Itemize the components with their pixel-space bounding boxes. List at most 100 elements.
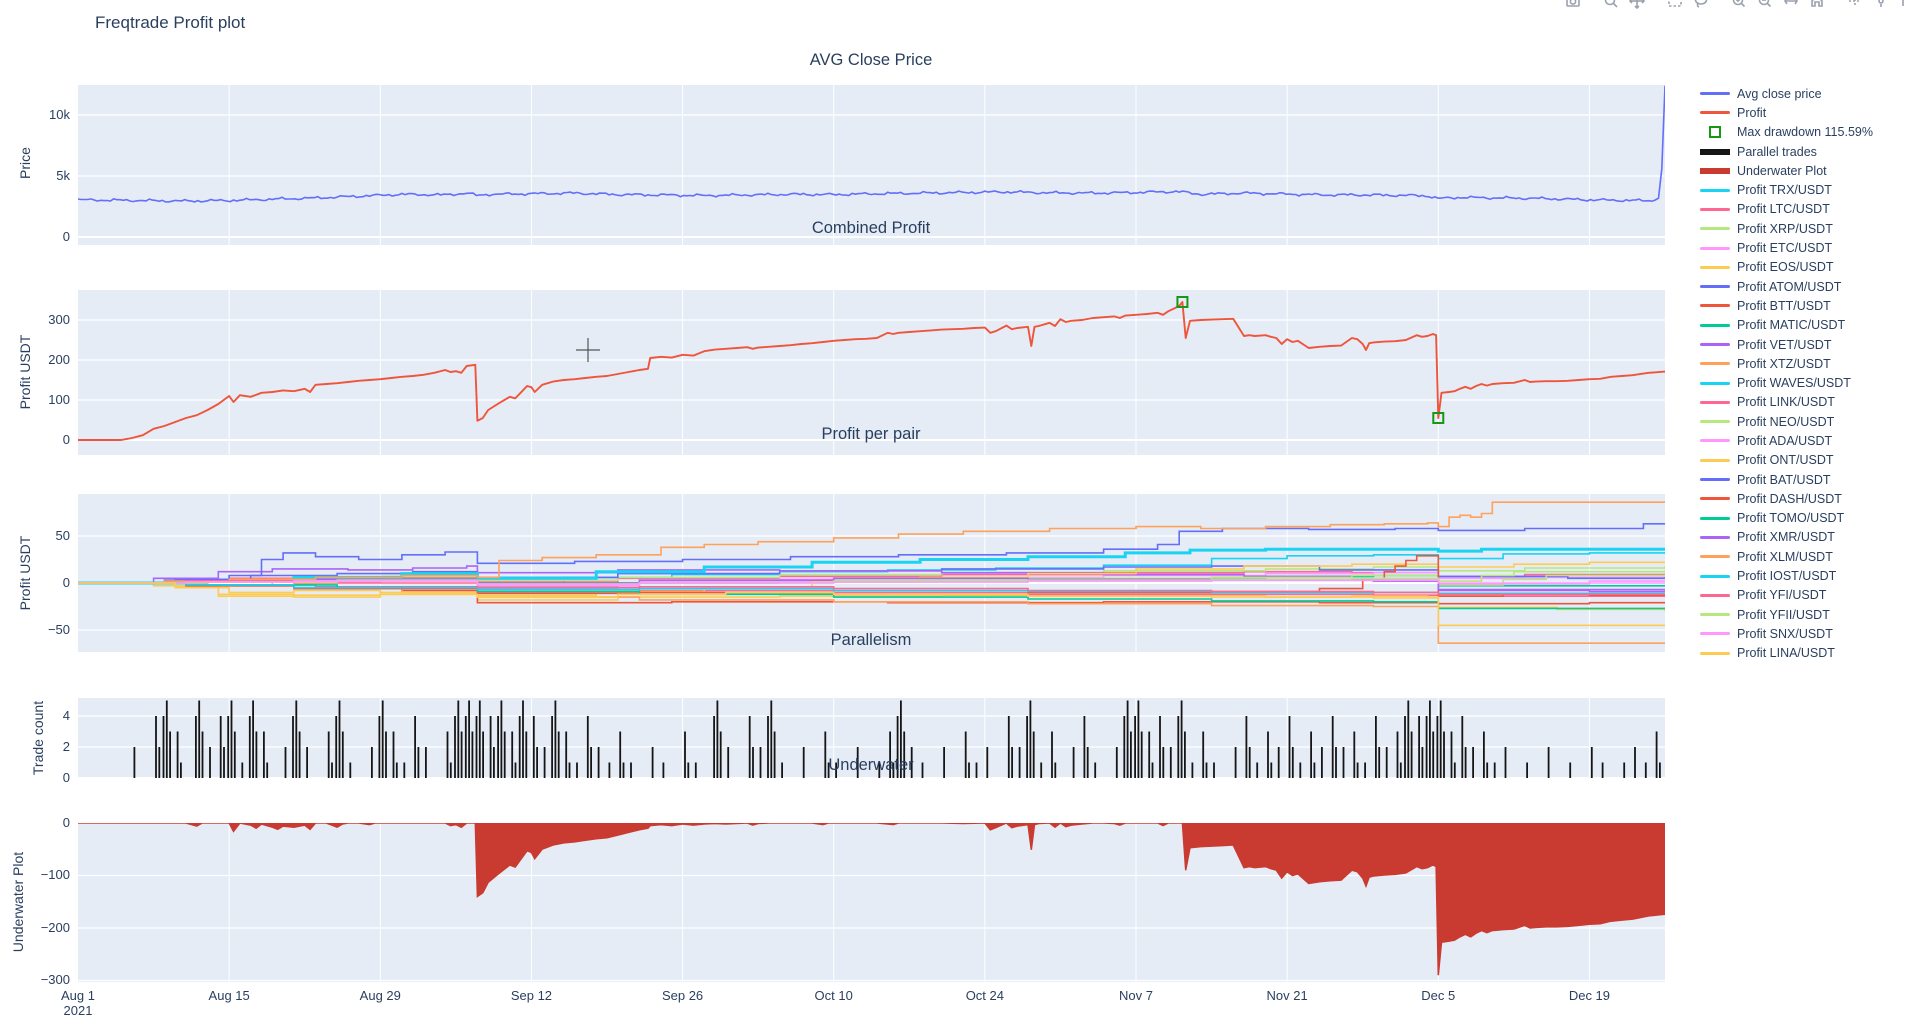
legend-item-profit-vet-usdt[interactable]: Profit VET/USDT <box>1700 335 1873 354</box>
legend-item-profit-link-usdt[interactable]: Profit LINK/USDT <box>1700 393 1873 412</box>
legend-label: Profit WAVES/USDT <box>1737 376 1851 391</box>
legend-item-profit-atom-usdt[interactable]: Profit ATOM/USDT <box>1700 277 1873 296</box>
legend-line-icon <box>1700 400 1730 404</box>
legend-item-profit-xmr-usdt[interactable]: Profit XMR/USDT <box>1700 528 1873 547</box>
legend-item-max-drawdown-115-59-[interactable]: Max drawdown 115.59% <box>1700 123 1873 142</box>
legend-line-icon <box>1700 420 1730 424</box>
legend-swatch <box>1700 458 1730 462</box>
ytick-underwater-−300: −300 <box>40 972 70 988</box>
legend-label: Profit YFI/USDT <box>1737 588 1827 603</box>
legend-item-profit-eos-usdt[interactable]: Profit EOS/USDT <box>1700 258 1873 277</box>
subplot-title-profit-per-pair: Profit per pair <box>821 425 921 443</box>
legend-label: Profit TOMO/USDT <box>1737 511 1845 526</box>
legend-label: Profit XRP/USDT <box>1737 221 1833 236</box>
download-png-icon[interactable] <box>1560 0 1586 11</box>
legend-item-profit-yfii-usdt[interactable]: Profit YFII/USDT <box>1700 605 1873 624</box>
legend-label: Profit BTT/USDT <box>1737 298 1831 313</box>
legend-item-profit-ont-usdt[interactable]: Profit ONT/USDT <box>1700 451 1873 470</box>
legend-item-profit-snx-usdt[interactable]: Profit SNX/USDT <box>1700 624 1873 643</box>
legend-line-icon <box>1700 323 1730 327</box>
legend-line-icon <box>1700 111 1730 115</box>
modebar-group <box>1598 0 1650 11</box>
legend-item-profit-dash-usdt[interactable]: Profit DASH/USDT <box>1700 489 1873 508</box>
legend-item-profit-lina-usdt[interactable]: Profit LINA/USDT <box>1700 644 1873 663</box>
legend-swatch <box>1700 439 1730 443</box>
legend-swatch <box>1700 246 1730 250</box>
legend-label: Profit LTC/USDT <box>1737 202 1830 217</box>
legend-item-profit-xrp-usdt[interactable]: Profit XRP/USDT <box>1700 219 1873 238</box>
legend-label: Profit VET/USDT <box>1737 337 1832 352</box>
page-title: Freqtrade Profit plot <box>95 13 246 32</box>
ytick-combined-profit-200: 200 <box>48 352 70 367</box>
xtick-dec-5: Dec 5 <box>1421 988 1456 1003</box>
legend-item-avg-close-price[interactable]: Avg close price <box>1700 84 1873 103</box>
legend-label: Profit IOST/USDT <box>1737 569 1837 584</box>
hover-compare-icon[interactable] <box>1894 0 1910 11</box>
legend-swatch <box>1700 478 1730 482</box>
legend-item-profit-btt-usdt[interactable]: Profit BTT/USDT <box>1700 296 1873 315</box>
legend-item-profit-neo-usdt[interactable]: Profit NEO/USDT <box>1700 412 1873 431</box>
xtick-oct-24: Oct 24 <box>965 988 1004 1003</box>
lasso-select-icon[interactable] <box>1688 0 1714 11</box>
legend-item-profit-waves-usdt[interactable]: Profit WAVES/USDT <box>1700 373 1873 392</box>
legend-swatch <box>1700 400 1730 404</box>
legend-item-profit-bat-usdt[interactable]: Profit BAT/USDT <box>1700 470 1873 489</box>
legend-item-parallel-trades[interactable]: Parallel trades <box>1700 142 1873 161</box>
series-underwater-line <box>78 823 1665 976</box>
legend-swatch <box>1700 497 1730 501</box>
legend-line-icon <box>1700 458 1730 462</box>
zoom-out-icon[interactable] <box>1752 0 1778 11</box>
zoom-icon[interactable] <box>1598 0 1624 11</box>
legend-label: Profit YFII/USDT <box>1737 607 1830 622</box>
legend-item-profit-etc-usdt[interactable]: Profit ETC/USDT <box>1700 238 1873 257</box>
legend-label: Parallel trades <box>1737 144 1817 159</box>
legend-item-profit-ada-usdt[interactable]: Profit ADA/USDT <box>1700 431 1873 450</box>
series-avg-close-price <box>78 85 1665 203</box>
legend-line-icon <box>1700 478 1730 482</box>
legend-item-profit-matic-usdt[interactable]: Profit MATIC/USDT <box>1700 316 1873 335</box>
box-select-icon[interactable] <box>1662 0 1688 11</box>
legend-item-profit-xlm-usdt[interactable]: Profit XLM/USDT <box>1700 547 1873 566</box>
ytick-profit-per-pair-−50: −50 <box>47 622 70 637</box>
hover-closest-icon[interactable] <box>1868 0 1894 11</box>
y-axis-label-profit-usdt-2: Profit USDT <box>17 535 33 611</box>
legend-line-icon <box>1700 246 1730 250</box>
legend-swatch <box>1700 574 1730 578</box>
legend-swatch <box>1700 111 1730 115</box>
series-pair-tomo <box>78 582 1665 610</box>
legend-label: Profit NEO/USDT <box>1737 414 1835 429</box>
legend-item-profit-ltc-usdt[interactable]: Profit LTC/USDT <box>1700 200 1873 219</box>
toggle-spikelines-icon[interactable] <box>1842 0 1868 11</box>
legend-item-profit-xtz-usdt[interactable]: Profit XTZ/USDT <box>1700 354 1873 373</box>
ytick-parallelism-2: 2 <box>62 738 70 754</box>
legend-line-icon <box>1700 535 1730 539</box>
legend-swatch <box>1700 148 1730 155</box>
autoscale-icon[interactable] <box>1778 0 1804 11</box>
legend-item-profit-trx-usdt[interactable]: Profit TRX/USDT <box>1700 180 1873 199</box>
legend-line-icon <box>1700 632 1730 636</box>
legend-swatch <box>1700 613 1730 617</box>
legend-item-profit-iost-usdt[interactable]: Profit IOST/USDT <box>1700 566 1873 585</box>
legend-item-profit[interactable]: Profit <box>1700 103 1873 122</box>
legend-swatch <box>1700 420 1730 424</box>
legend-item-profit-yfi-usdt[interactable]: Profit YFI/USDT <box>1700 586 1873 605</box>
xtick-sep-26: Sep 26 <box>661 988 704 1003</box>
zoom-in-icon[interactable] <box>1726 0 1752 11</box>
ytick-profit-per-pair-0: 0 <box>62 575 70 590</box>
pan-icon[interactable] <box>1624 0 1650 11</box>
legend-label: Profit XMR/USDT <box>1737 530 1835 545</box>
reset-axes-icon[interactable] <box>1804 0 1830 11</box>
legend-label: Profit TRX/USDT <box>1737 183 1832 198</box>
ytick-underwater-−100: −100 <box>40 867 70 883</box>
legend-swatch <box>1700 126 1730 139</box>
xtick-nov-21: Nov 21 <box>1266 988 1308 1003</box>
series-pair-bat <box>78 523 1665 584</box>
legend-line-icon <box>1700 574 1730 578</box>
legend-line-icon <box>1700 343 1730 346</box>
legend-item-underwater-plot[interactable]: Underwater Plot <box>1700 161 1873 180</box>
ytick-combined-profit-300: 300 <box>48 312 70 327</box>
legend-item-profit-tomo-usdt[interactable]: Profit TOMO/USDT <box>1700 509 1873 528</box>
xtick-dec-19: Dec 19 <box>1568 988 1611 1003</box>
